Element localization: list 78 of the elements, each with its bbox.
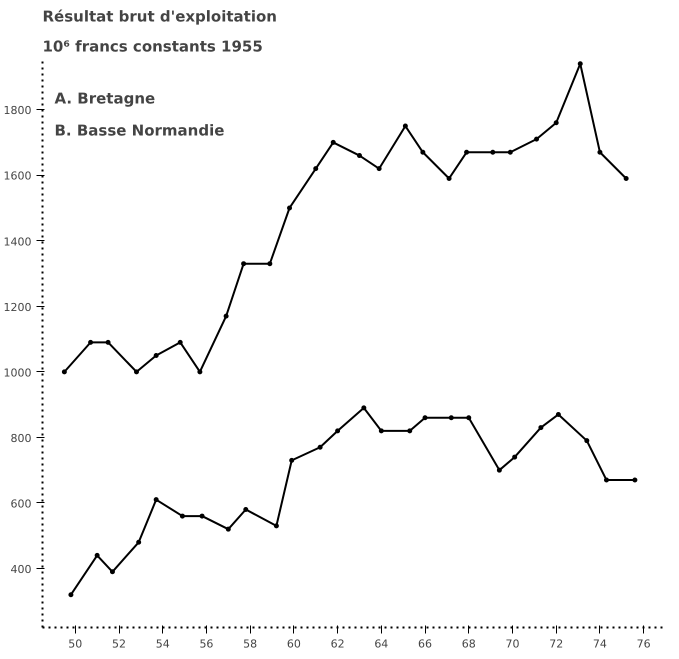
point [361, 405, 366, 410]
point [624, 176, 629, 181]
point [289, 458, 294, 463]
point [224, 314, 229, 319]
point [422, 415, 428, 420]
point [134, 369, 139, 374]
point [68, 592, 74, 598]
point [584, 438, 590, 444]
point [62, 369, 67, 374]
annotation: B. Basse Normandie [54, 122, 224, 140]
point [226, 526, 231, 532]
point [241, 261, 246, 266]
chart-title: Résultat brut d'exploitation [42, 8, 277, 26]
point [110, 569, 115, 574]
point [554, 120, 559, 126]
point [597, 150, 602, 155]
point [136, 540, 142, 545]
y-tick-label: 800 [10, 432, 32, 445]
point [274, 523, 279, 528]
point [335, 428, 340, 434]
x-tick-label: 54 [156, 638, 170, 650]
point [106, 340, 111, 345]
point [604, 478, 609, 483]
point [243, 507, 248, 512]
x-tick-label: 56 [199, 638, 214, 650]
point [197, 369, 202, 374]
point [200, 514, 205, 519]
point [356, 153, 362, 158]
y-tick-label: 1400 [4, 235, 32, 248]
x-tick-label: 72 [549, 638, 564, 650]
point [407, 428, 412, 434]
point [402, 124, 408, 129]
point [94, 552, 100, 558]
y-tick-label: 1200 [4, 300, 32, 314]
x-tick-label: 66 [418, 638, 432, 650]
point [448, 415, 454, 420]
x-tick-label: 68 [462, 638, 476, 650]
point [178, 340, 183, 345]
x-tick-label: 74 [592, 638, 607, 650]
point [512, 454, 518, 460]
x-tick-label: 52 [112, 638, 126, 650]
x-tick-label: 50 [68, 638, 82, 650]
y-tick-label: 400 [10, 563, 32, 576]
point [330, 140, 336, 145]
point [318, 444, 323, 450]
point [287, 205, 292, 210]
point [508, 150, 513, 155]
point [466, 415, 472, 420]
chart-subtitle: 10⁶ francs constants 1955 [42, 38, 263, 56]
x-tick-label: 60 [286, 638, 301, 650]
point [180, 514, 185, 519]
point [420, 150, 426, 155]
point [446, 176, 452, 181]
point [154, 352, 159, 358]
point [378, 428, 384, 434]
point [88, 340, 94, 345]
point [267, 261, 272, 266]
y-tick-label: 600 [10, 497, 32, 510]
point [464, 150, 470, 155]
y-tick-label: 1000 [4, 366, 32, 380]
point [556, 412, 561, 417]
point [313, 166, 318, 172]
point [538, 425, 544, 430]
x-tick-label: 70 [505, 638, 520, 650]
x-tick-label: 58 [243, 638, 258, 650]
point [376, 166, 382, 172]
point [578, 61, 583, 66]
x-tick-label: 76 [636, 638, 651, 650]
y-tick-label: 1600 [4, 170, 32, 183]
y-tick-label: 1800 [4, 104, 32, 118]
x-tick-label: 64 [374, 638, 388, 650]
point [496, 468, 502, 473]
point [154, 497, 159, 502]
annotation: A. Bretagne [54, 90, 156, 108]
point [490, 150, 496, 155]
x-tick-label: 62 [330, 638, 345, 650]
point [632, 478, 638, 483]
point [534, 136, 540, 142]
